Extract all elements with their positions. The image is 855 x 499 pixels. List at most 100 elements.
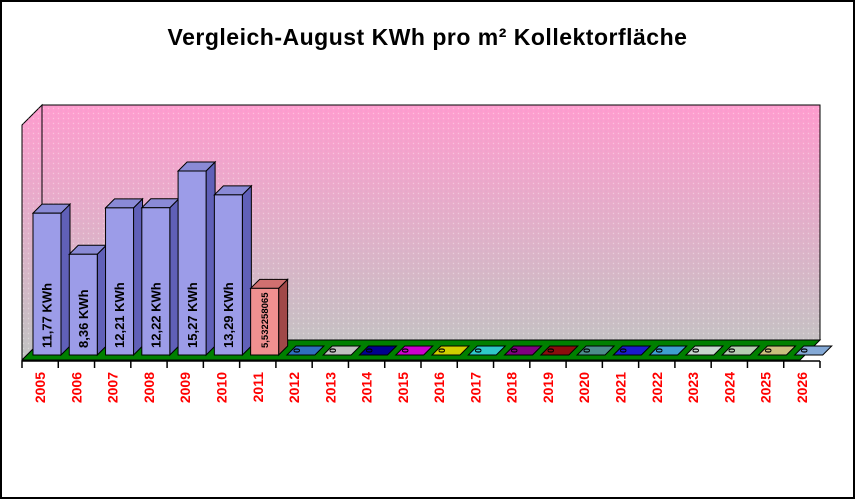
bar-2005: 11,77 KWh (31, 202, 72, 357)
bar-value-label: 15,27 KWh (185, 282, 200, 348)
bar-zero-label: 0 (763, 348, 773, 353)
x-axis-label: 2007 (105, 372, 121, 403)
x-axis-label: 2020 (576, 372, 592, 403)
x-axis-labels: 2005 2006 2007 2008 2009 2010 2011 2012 2013 2014… (32, 372, 810, 403)
bar-zero-pad (503, 345, 543, 356)
bar-zero-pad (793, 345, 833, 356)
bar-zero-pad (430, 345, 471, 356)
chart-title: Vergleich-August KWh pro m² Kollektorflä… (167, 24, 688, 50)
x-axis-label: 2009 (177, 372, 193, 403)
bar-zero-label: 0 (655, 348, 665, 353)
x-axis-label: 2022 (649, 372, 665, 403)
x-axis (21, 360, 821, 368)
bar-2009: 15,27 KWh (176, 160, 217, 357)
bar-front-face (32, 212, 62, 356)
bar-2016: 0 (430, 345, 471, 356)
bar-side-face (205, 160, 216, 357)
bar-zero-label: 0 (328, 348, 338, 353)
x-axis-label: 2018 (504, 372, 520, 403)
bar-zero-pad (757, 345, 797, 356)
bar-zero-label: 0 (546, 348, 556, 353)
bar-2019: 0 (539, 345, 580, 356)
bar-2021: 0 (612, 345, 652, 356)
bar-zero-pad (720, 345, 761, 356)
bar-zero-pad (648, 345, 688, 356)
bar-front-face (213, 194, 243, 356)
bar-front-face (250, 287, 280, 356)
bar-zero-pad (467, 345, 507, 356)
bar-2017: 0 (467, 345, 507, 356)
bar-2011: 5,532258065 (249, 278, 289, 357)
bar-zero-label: 0 (437, 348, 447, 353)
bar-2015: 0 (394, 345, 434, 356)
x-axis-label: 2015 (395, 372, 411, 403)
x-axis-label: 2023 (685, 372, 701, 403)
bar-value-label: 5,532258065 (260, 292, 271, 348)
bar-2006: 8,36 KWh (68, 244, 108, 357)
x-axis-label: 2024 (721, 372, 737, 403)
bar-zero-label: 0 (401, 348, 411, 353)
bar-2020: 0 (575, 345, 616, 356)
x-axis-label: 2026 (794, 372, 810, 403)
x-axis-label: 2014 (359, 372, 375, 403)
bar-2022: 0 (648, 345, 688, 356)
bar-2014: 0 (358, 345, 398, 356)
x-axis-label: 2008 (141, 372, 157, 403)
bar-zero-label: 0 (727, 348, 737, 353)
bar-value-label: 13,29 KWh (221, 282, 236, 348)
x-axis-label: 2011 (250, 372, 266, 403)
bar-front-face (177, 170, 207, 356)
x-axis-label: 2017 (467, 372, 483, 403)
bar-zero-pad (684, 345, 725, 356)
bar-side-face (241, 184, 252, 357)
x-axis-label: 2005 (32, 372, 48, 403)
bar-value-label: 8,36 KWh (76, 289, 91, 348)
bar-2024: 0 (720, 345, 761, 356)
bar-zero-label: 0 (582, 348, 592, 353)
bar-zero-label: 0 (691, 348, 701, 353)
x-axis-label: 2016 (431, 372, 447, 403)
bar-2018: 0 (503, 345, 543, 356)
bar-zero-label: 0 (510, 348, 520, 353)
bar-side-face (278, 278, 289, 357)
bar-zero-pad (612, 345, 652, 356)
x-axis-label: 2025 (758, 372, 774, 403)
bar-value-label: 12,21 KWh (112, 282, 127, 348)
x-axis-label: 2021 (613, 372, 629, 403)
bar-front-face (105, 207, 135, 356)
bar-zero-label: 0 (292, 348, 302, 353)
bar-front-face (68, 253, 98, 356)
bar-side-face (60, 202, 71, 357)
bar-zero-pad (575, 345, 616, 356)
bar-zero-pad (358, 345, 398, 356)
bar-2023: 0 (684, 345, 725, 356)
bar-front-face (141, 207, 171, 356)
x-axis-label: 2019 (540, 372, 556, 403)
bar-2013: 0 (321, 345, 362, 356)
bar-zero-label: 0 (364, 348, 374, 353)
bar-zero-pad (394, 345, 434, 356)
bar-2026: 0 (793, 345, 833, 356)
bars-group: 11,77 KWh 8,36 KWh 12,21 KWh 12,22 KWh 15,27… (31, 160, 833, 357)
bar-zero-pad (285, 345, 326, 356)
x-axis-label: 2010 (214, 372, 230, 403)
bar-2007: 12,21 KWh (104, 197, 144, 357)
bar-zero-pad (539, 345, 580, 356)
bar-side-face (169, 197, 180, 357)
bar-2012: 0 (285, 345, 326, 356)
x-axis-label: 2006 (68, 372, 84, 403)
x-axis-label: 2012 (286, 372, 302, 403)
bar-value-label: 12,22 KWh (148, 282, 163, 348)
bar-zero-label: 0 (473, 348, 483, 353)
bar-zero-label: 0 (618, 348, 628, 353)
bar-2010: 13,29 KWh (213, 184, 253, 357)
bar-value-label: 11,77 KWh (40, 283, 55, 348)
bar-side-face (96, 244, 107, 357)
bar-2025: 0 (757, 345, 797, 356)
bar-2008: 12,22 KWh (140, 197, 181, 357)
bar-side-face (133, 197, 144, 357)
bar-zero-pad (321, 345, 362, 356)
x-axis-label: 2013 (322, 372, 338, 403)
